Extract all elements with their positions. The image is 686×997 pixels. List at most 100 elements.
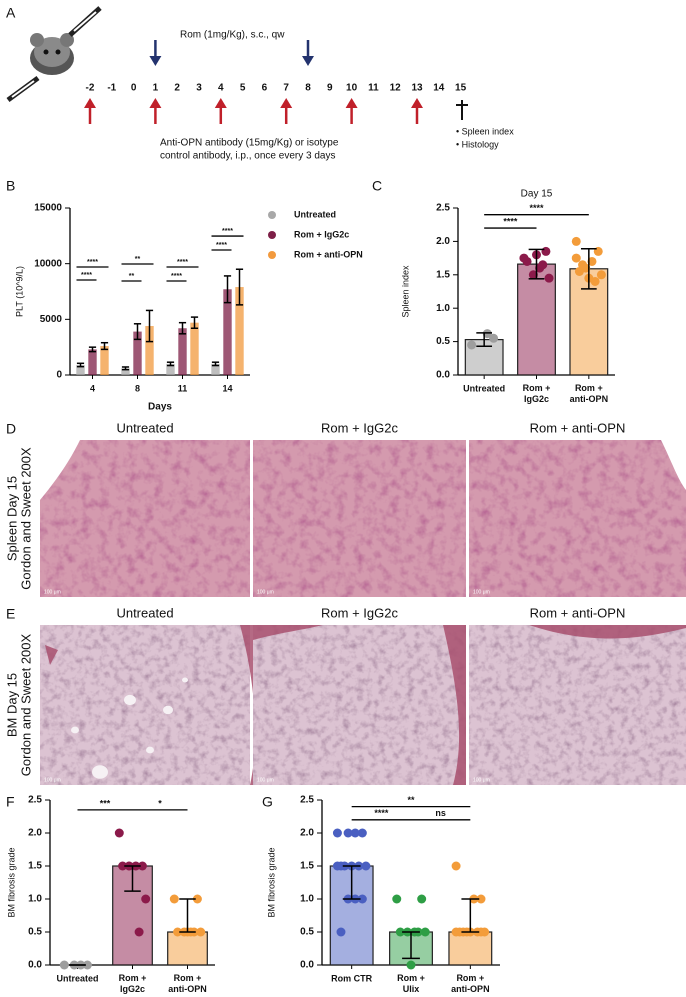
bar <box>76 364 85 375</box>
y-tick-label: 0.5 <box>300 927 314 938</box>
significance-label: **** <box>222 228 233 235</box>
significance-label: **** <box>529 203 544 213</box>
panel-label: C <box>372 178 382 194</box>
y-tick-label: 2.5 <box>436 203 450 214</box>
day-label: 3 <box>196 83 202 94</box>
data-point <box>332 828 342 838</box>
y-tick-label: 0.0 <box>28 960 42 971</box>
data-point <box>336 927 346 937</box>
column-header: Rom + IgG2c <box>321 420 398 435</box>
x-tick-label: Rom + anti-OPN <box>451 973 490 994</box>
mouse-ear <box>30 33 44 47</box>
scale-bar-label: 100 μm <box>257 589 274 595</box>
y-tick-label: 0.0 <box>436 370 450 381</box>
data-point <box>467 340 477 350</box>
significance-label: *** <box>100 798 111 808</box>
data-point <box>571 253 581 263</box>
bar <box>223 289 232 375</box>
y-tick-label: 1.5 <box>28 861 42 872</box>
data-point <box>350 828 360 838</box>
data-point <box>59 960 69 970</box>
data-point <box>357 894 367 904</box>
y-axis-title: Spleen index <box>400 265 410 318</box>
scale-bar-label: 100 μm <box>473 777 490 783</box>
micrograph <box>40 625 250 785</box>
label-line: Rom + <box>174 973 202 983</box>
day-label: 10 <box>346 83 358 94</box>
syringe-body <box>11 80 35 98</box>
label-line: Rom + <box>119 973 147 983</box>
scale-bar-label: 100 μm <box>44 589 61 595</box>
y-axis-title: PLT (10^9/L) <box>14 266 24 317</box>
day-label: -1 <box>107 83 116 94</box>
micrograph <box>253 625 466 785</box>
day-label: -2 <box>86 83 95 94</box>
x-axis-title: Days <box>148 402 172 413</box>
antibody-label: Anti-OPN antibody (15mg/Kg) or isotype <box>160 138 339 149</box>
endpoint-label: • Histology <box>456 139 499 149</box>
y-tick-label: 2.0 <box>436 236 450 247</box>
x-tick-label: Rom + IgG2c <box>523 383 551 404</box>
data-point <box>118 861 128 871</box>
legend-marker <box>268 231 276 239</box>
y-tick-label: 0.0 <box>300 960 314 971</box>
bone <box>443 625 466 785</box>
data-point <box>343 828 353 838</box>
y-tick-label: 0.5 <box>28 927 42 938</box>
x-tick-label: Untreated <box>56 973 98 983</box>
bar <box>166 363 175 375</box>
data-point <box>451 861 461 871</box>
bar <box>190 322 199 375</box>
y-axis-title: BM fibrosis grade <box>266 847 276 917</box>
y-tick-label: 1.0 <box>300 894 314 905</box>
significance-label: **** <box>171 273 182 280</box>
bar <box>211 363 220 375</box>
day-label: 15 <box>455 83 467 94</box>
y-tick-label: 0.5 <box>436 336 450 347</box>
scale-bar-label: 100 μm <box>257 777 274 783</box>
bone <box>253 625 323 640</box>
data-point <box>587 256 597 266</box>
bar <box>121 368 130 375</box>
antibody-arrow-head <box>214 98 227 108</box>
data-point <box>541 246 551 256</box>
panel-label: B <box>6 178 15 194</box>
x-tick-label: Rom CTR <box>331 973 372 983</box>
antibody-arrow-head <box>345 98 358 108</box>
column-header: Rom + anti-OPN <box>530 420 626 435</box>
mouse-head <box>34 37 70 67</box>
y-tick-label: 2.5 <box>28 795 42 806</box>
panel-label: D <box>6 421 16 437</box>
y-tick-label: 1.0 <box>436 303 450 314</box>
data-point <box>528 270 538 280</box>
rom-arrow-head <box>149 56 162 66</box>
y-tick-label: 2.0 <box>28 828 42 839</box>
rom-arrow-head <box>302 56 314 66</box>
x-tick-label: 11 <box>178 383 188 393</box>
syringe-body <box>73 11 97 32</box>
mouse-ear <box>60 33 74 47</box>
day-label: 8 <box>305 83 311 94</box>
legend-label: Rom + anti-OPN <box>294 249 363 259</box>
significance-label: **** <box>87 259 98 266</box>
data-point <box>406 960 416 970</box>
vacuole <box>71 726 79 734</box>
bone <box>45 645 58 665</box>
significance-label: ** <box>129 273 135 280</box>
label-line: IgG2c <box>120 984 145 994</box>
data-point <box>361 861 371 871</box>
y-tick-label: 0 <box>56 370 62 381</box>
micrograph <box>40 440 250 597</box>
vacuole <box>182 677 188 683</box>
x-tick-label: 4 <box>90 383 95 393</box>
significance-label: **** <box>374 808 389 818</box>
data-point <box>476 927 486 937</box>
data-point <box>134 927 144 937</box>
vacuole <box>92 765 108 779</box>
data-point <box>571 236 581 246</box>
y-tick-label: 1.5 <box>436 269 450 280</box>
y-tick-label: 15000 <box>34 203 62 214</box>
legend-label: Rom + IgG2c <box>294 229 349 239</box>
side-label: Spleen Day 15 <box>4 476 19 561</box>
